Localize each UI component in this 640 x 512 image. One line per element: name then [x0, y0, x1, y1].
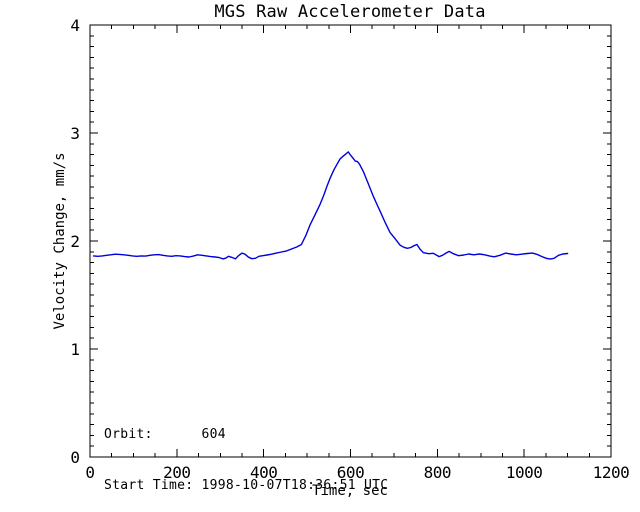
x-tick-label-600: 600	[336, 463, 365, 482]
y-tick-label-4: 4	[70, 16, 80, 35]
x-tick-label-1000: 1000	[505, 463, 543, 482]
x-tick-label-1200: 1200	[592, 463, 630, 482]
x-tick-label-200: 200	[163, 463, 191, 482]
x-tick-label-800: 800	[423, 463, 452, 482]
start-time-annotation: Start Time: 1998-10-07T18:36:51 UTC	[104, 478, 389, 493]
velocity-curve	[92, 151, 569, 260]
y-tick-label-1: 1	[70, 340, 80, 359]
y-tick-label-3: 3	[70, 124, 80, 143]
x-axis-label: Time, sec	[312, 483, 388, 499]
annotation-block: Orbit: 604 Start Time: 1998-10-07T18:36:…	[104, 392, 388, 512]
y-axis-tick-labels: 0 1 2 3 4	[0, 0, 82, 512]
orbit-annotation: Orbit: 604	[104, 427, 226, 442]
chart-title: MGS Raw Accelerometer Data	[214, 2, 486, 22]
y-tick-label-0: 0	[70, 448, 80, 467]
x-tick-label-400: 400	[249, 463, 278, 482]
y-tick-label-2: 2	[70, 232, 80, 251]
x-axis-tick-labels: 0 200 400 600 800 1000 1200	[0, 463, 640, 482]
x-tick-label-0: 0	[85, 463, 95, 482]
